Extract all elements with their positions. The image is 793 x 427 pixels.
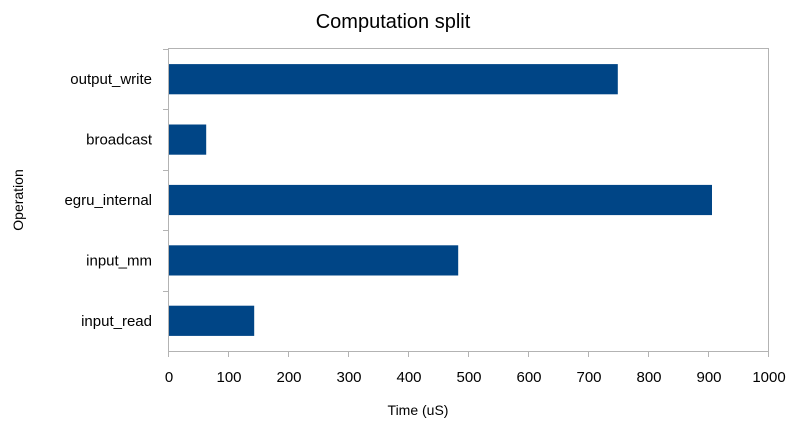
x-tick-label: 300 <box>336 369 361 386</box>
y-axis-title: Operation <box>10 169 26 230</box>
x-tick-label: 800 <box>636 369 661 386</box>
x-tick-label: 400 <box>396 369 421 386</box>
x-tick-label: 1000 <box>752 369 785 386</box>
bar-egru_internal <box>169 184 712 216</box>
x-tick-label: 700 <box>576 369 601 386</box>
x-tick-label: 100 <box>216 369 241 386</box>
category-labels: output_write broadcast egru_internal input_… <box>64 49 169 330</box>
x-tick-label: 900 <box>696 369 721 386</box>
bars-group <box>169 64 712 336</box>
bar-input_mm <box>169 245 459 276</box>
x-tick-label: 0 <box>165 369 173 386</box>
category-label: input_read <box>81 313 152 330</box>
chart-title: Computation split <box>316 11 471 33</box>
x-axis-title: Time (uS) <box>388 402 449 418</box>
x-tick-label: 500 <box>456 369 481 386</box>
category-label: input_mm <box>86 252 152 269</box>
x-axis-ticks: 0 100 200 300 400 500 600 700 800 900 1000 <box>165 351 786 386</box>
bar-broadcast <box>169 124 207 155</box>
category-label: broadcast <box>86 132 153 149</box>
category-label: output_write <box>70 71 152 88</box>
bar-output_write <box>169 64 618 95</box>
bar-input_read <box>169 305 255 336</box>
x-tick-label: 200 <box>276 369 301 386</box>
x-tick-label: 600 <box>516 369 541 386</box>
category-label: egru_internal <box>64 192 152 209</box>
